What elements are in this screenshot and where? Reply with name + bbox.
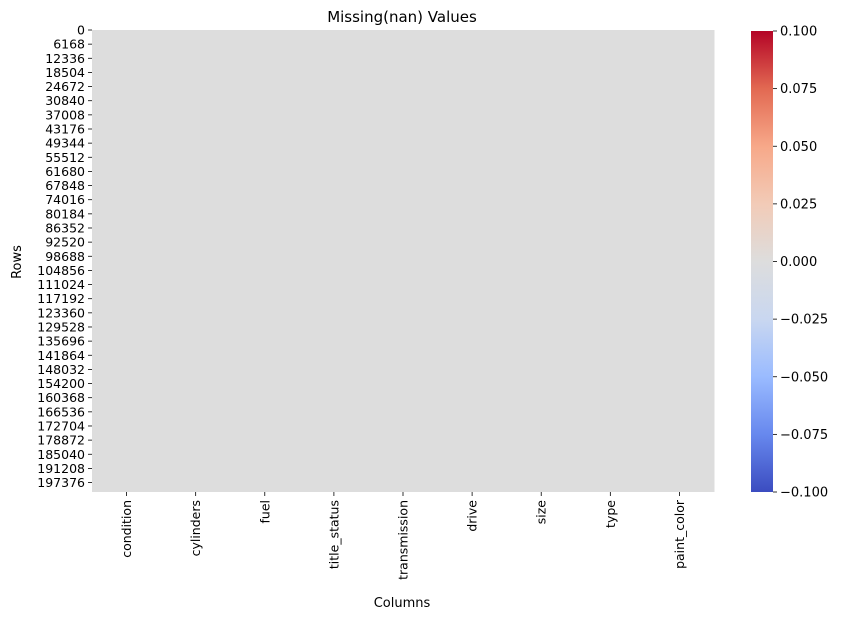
y-tick-label: 178872 — [37, 433, 85, 448]
x-tick-label: condition — [119, 500, 134, 558]
y-tick-label: 191208 — [37, 461, 85, 476]
x-tick-label: title_status — [326, 500, 341, 569]
colorbar-tick-label: −0.075 — [780, 428, 828, 443]
y-tick-label: 12336 — [45, 51, 85, 66]
y-tick-label: 6168 — [53, 37, 85, 52]
colorbar-tick-label: −0.050 — [780, 370, 828, 385]
colorbar-tick-label: 0.025 — [780, 197, 817, 212]
x-axis-label: Columns — [374, 596, 431, 611]
chart-title: Missing(nan) Values — [327, 8, 477, 26]
heatmap-cell-condition — [92, 30, 162, 492]
x-tick-label: size — [534, 500, 549, 525]
colorbar-tick-label: 0.000 — [780, 255, 817, 270]
y-tick-label: 197376 — [37, 475, 85, 490]
heatmap-cells — [92, 30, 715, 492]
y-tick-label: 55512 — [45, 150, 85, 165]
x-tick-label: fuel — [257, 500, 272, 524]
y-tick-label: 86352 — [45, 220, 85, 235]
heatmap-cell-fuel — [230, 30, 300, 492]
colorbar-tick-label: 0.050 — [780, 140, 817, 155]
heatmap-cell-drive — [437, 30, 508, 492]
y-tick-label: 148032 — [37, 362, 85, 377]
y-tick-label: 37008 — [45, 107, 85, 122]
y-tick-label: 172704 — [37, 418, 85, 433]
y-tick-label: 123360 — [37, 305, 85, 320]
y-tick-label: 92520 — [45, 235, 85, 250]
heatmap-cell-title_status — [299, 30, 369, 492]
y-tick-label: 166536 — [37, 404, 85, 419]
x-tick-label: type — [603, 500, 618, 528]
y-tick-label: 74016 — [45, 192, 85, 207]
heatmap-cell-paint_color — [644, 30, 715, 492]
row-tick-labels: 0616812336185042467230840370084317649344… — [37, 23, 92, 490]
y-tick-label: 117192 — [37, 291, 85, 306]
y-axis-label: Rows — [10, 245, 25, 279]
y-tick-label: 135696 — [37, 334, 85, 349]
y-tick-label: 49344 — [45, 136, 85, 151]
y-tick-label: 61680 — [45, 164, 85, 179]
y-tick-label: 43176 — [45, 121, 85, 136]
colorbar-tick-label: 0.075 — [780, 82, 817, 97]
y-tick-label: 160368 — [37, 390, 85, 405]
y-tick-label: 129528 — [37, 319, 85, 334]
colorbar-tick-label: −0.100 — [780, 486, 828, 501]
y-tick-label: 185040 — [37, 447, 85, 462]
y-tick-label: 154200 — [37, 376, 85, 391]
y-tick-label: 30840 — [45, 93, 85, 108]
y-tick-label: 67848 — [45, 178, 85, 193]
colorbar — [751, 31, 773, 492]
heatmap-cell-cylinders — [161, 30, 231, 492]
colorbar-ticks: 0.100 0.075 0.050 0.025 0.000 −0.025 −0.050 −0.… — [773, 25, 828, 501]
y-tick-label: 98688 — [45, 249, 85, 264]
x-tick-label: transmission — [396, 500, 411, 580]
colorbar-tick-label: −0.025 — [780, 313, 828, 328]
y-tick-label: 111024 — [37, 277, 85, 292]
heatmap-cell-transmission — [368, 30, 439, 492]
column-tick-labels: condition cylinders fuel title_status transm… — [119, 492, 687, 580]
x-tick-label: paint_color — [672, 499, 687, 569]
y-tick-label: 141864 — [37, 348, 85, 363]
y-tick-label: 24672 — [45, 79, 85, 94]
x-tick-label: cylinders — [188, 500, 203, 556]
y-tick-label: 104856 — [37, 263, 85, 278]
x-tick-label: drive — [465, 500, 480, 532]
y-tick-label: 80184 — [45, 206, 85, 221]
colorbar-tick-label: 0.100 — [780, 25, 817, 40]
y-tick-label: 0 — [77, 23, 85, 38]
heatmap-cell-size — [506, 30, 577, 492]
y-tick-label: 18504 — [45, 65, 85, 80]
heatmap-cell-type — [575, 30, 646, 492]
